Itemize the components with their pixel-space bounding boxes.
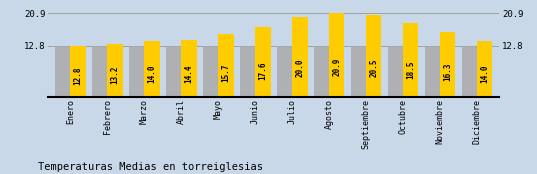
Bar — [477, 41, 492, 97]
Bar — [425, 46, 441, 97]
Bar — [462, 46, 477, 97]
Bar — [55, 46, 71, 97]
Text: 15.7: 15.7 — [221, 63, 230, 82]
Bar — [277, 46, 293, 97]
Bar — [107, 44, 122, 97]
Bar — [203, 46, 219, 97]
Text: 14.0: 14.0 — [147, 65, 156, 83]
Bar — [440, 32, 455, 97]
Text: 20.5: 20.5 — [369, 58, 378, 77]
Bar — [70, 46, 86, 97]
Bar — [292, 17, 308, 97]
Bar — [351, 46, 367, 97]
Bar — [329, 13, 345, 97]
Bar — [166, 46, 182, 97]
Bar — [388, 46, 404, 97]
Text: 20.0: 20.0 — [295, 59, 304, 77]
Bar — [403, 23, 418, 97]
Text: 20.9: 20.9 — [332, 58, 341, 76]
Text: 14.4: 14.4 — [184, 64, 193, 83]
Bar — [144, 41, 159, 97]
Text: 18.5: 18.5 — [406, 60, 415, 79]
Text: 16.3: 16.3 — [443, 63, 452, 81]
Bar — [92, 46, 108, 97]
Bar — [181, 39, 197, 97]
Bar — [255, 27, 271, 97]
Bar — [240, 46, 256, 97]
Text: 17.6: 17.6 — [258, 61, 267, 80]
Bar — [129, 46, 145, 97]
Text: 14.0: 14.0 — [480, 65, 489, 83]
Bar — [314, 46, 330, 97]
Text: 12.8: 12.8 — [74, 66, 82, 85]
Bar — [218, 34, 234, 97]
Text: Temperaturas Medias en torreiglesias: Temperaturas Medias en torreiglesias — [38, 162, 263, 172]
Text: 13.2: 13.2 — [111, 66, 119, 84]
Bar — [366, 15, 381, 97]
